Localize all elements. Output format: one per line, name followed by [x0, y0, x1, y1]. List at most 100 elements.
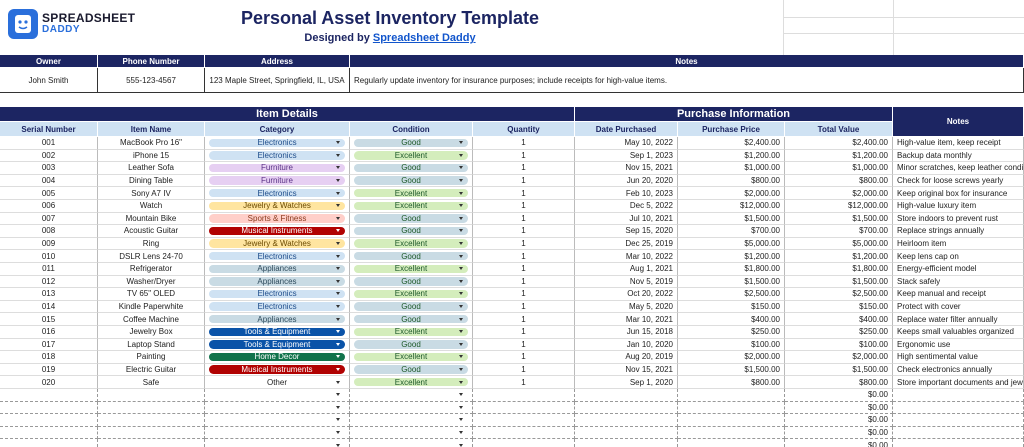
title: Personal Asset Inventory Template	[240, 8, 540, 28]
dropdown-chip[interactable]: Excellent	[354, 378, 468, 387]
dropdown-chip[interactable]: Excellent	[354, 189, 468, 198]
data-cell: $1,500.00	[678, 212, 785, 226]
dropdown-chip[interactable]: Other	[209, 378, 345, 387]
data-cell: Minor scratches, keep leather condit	[893, 162, 1024, 175]
data-cell: $1,500.00	[785, 212, 893, 226]
dropdown-chip[interactable]: Electronics	[209, 189, 345, 198]
dropdown-chip[interactable]	[354, 416, 468, 425]
column-header: Quantity	[473, 122, 575, 137]
data-cell: Replace water filter annually	[893, 313, 1024, 326]
dropdown-chip[interactable]	[209, 441, 345, 447]
dropdown-chip[interactable]: Good	[354, 176, 468, 185]
logo-icon	[8, 9, 38, 39]
empty-cell	[473, 439, 575, 447]
data-cell: Stack safely	[893, 275, 1024, 289]
dropdown-chip[interactable]: Appliances	[209, 277, 345, 286]
category-cell: Electronics	[205, 250, 350, 263]
dropdown-chip[interactable]: Musical Instruments	[209, 365, 345, 374]
empty-cell	[350, 401, 473, 415]
dropdown-chip[interactable]: Home Decor	[209, 352, 345, 361]
category-cell: Electronics	[205, 187, 350, 200]
data-cell: May 10, 2022	[575, 137, 678, 150]
data-cell: Check for loose screws yearly	[893, 174, 1024, 188]
data-cell: Protect with cover	[893, 300, 1024, 314]
dropdown-chip[interactable]: Furniture	[209, 163, 345, 172]
dropdown-chip[interactable]: Jewelry & Watches	[209, 201, 345, 210]
data-cell: Replace strings annually	[893, 225, 1024, 238]
dropdown-chip[interactable]: Excellent	[354, 289, 468, 298]
dropdown-chip[interactable]: Good	[354, 302, 468, 311]
dropdown-chip[interactable]: Good	[354, 163, 468, 172]
dropdown-chip[interactable]: Good	[354, 277, 468, 286]
owner-header: Notes	[350, 55, 1024, 68]
empty-cell	[473, 414, 575, 427]
data-cell: Coffee Machine	[98, 313, 205, 326]
data-cell: 015	[0, 313, 98, 326]
dropdown-chip[interactable]: Excellent	[354, 151, 468, 160]
data-cell: 012	[0, 275, 98, 289]
data-cell: $1,000.00	[678, 162, 785, 175]
dropdown-chip[interactable]: Good	[354, 315, 468, 324]
dropdown-chip[interactable]: Electronics	[209, 302, 345, 311]
category-cell: Jewelry & Watches	[205, 200, 350, 213]
data-cell: High sentimental value	[893, 351, 1024, 364]
data-cell: $700.00	[678, 225, 785, 238]
dropdown-chip[interactable]: Excellent	[354, 352, 468, 361]
dropdown-chip[interactable]: Good	[354, 226, 468, 235]
dropdown-chip[interactable]: Excellent	[354, 201, 468, 210]
data-cell: TV 65" OLED	[98, 288, 205, 301]
dropdown-chip[interactable]	[209, 428, 345, 437]
dropdown-chip[interactable]: Electronics	[209, 151, 345, 160]
dropdown-chip[interactable]: Appliances	[209, 315, 345, 324]
empty-cell	[893, 426, 1024, 440]
owner-value: Regularly update inventory for insurance…	[350, 68, 1024, 93]
dropdown-chip[interactable]: Musical Instruments	[209, 226, 345, 235]
dropdown-chip[interactable]	[209, 403, 345, 412]
dropdown-chip[interactable]: Electronics	[209, 252, 345, 261]
data-cell: Nov 15, 2021	[575, 162, 678, 175]
dropdown-chip[interactable]: Good	[354, 252, 468, 261]
data-cell: 017	[0, 338, 98, 352]
data-cell: $5,000.00	[678, 237, 785, 251]
data-cell: Keeps small valuables organized	[893, 326, 1024, 339]
category-cell: Appliances	[205, 313, 350, 326]
owner-value: John Smith	[0, 68, 98, 93]
condition-cell: Good	[350, 212, 473, 226]
column-header: Item Name	[98, 122, 205, 137]
dropdown-chip[interactable]: Electronics	[209, 289, 345, 298]
empty-cell	[205, 426, 350, 440]
dropdown-chip[interactable]	[354, 441, 468, 447]
condition-cell: Good	[350, 174, 473, 188]
dropdown-chip[interactable]	[354, 391, 468, 400]
gridline	[783, 0, 784, 55]
dropdown-chip[interactable]: Excellent	[354, 264, 468, 273]
dropdown-chip[interactable]: Tools & Equipment	[209, 340, 345, 349]
empty-cell	[98, 401, 205, 415]
subtitle-link[interactable]: Spreadsheet Daddy	[372, 32, 476, 44]
dropdown-chip[interactable]: Sports & Fitness	[209, 214, 345, 223]
condition-cell: Excellent	[350, 149, 473, 163]
dropdown-chip[interactable]: Appliances	[209, 264, 345, 273]
dropdown-chip[interactable]	[209, 391, 345, 400]
data-cell: Store important documents and jewe	[893, 376, 1024, 389]
data-cell: $1,500.00	[785, 275, 893, 289]
dropdown-chip[interactable]: Excellent	[354, 239, 468, 248]
dropdown-chip[interactable]: Excellent	[354, 327, 468, 336]
dropdown-chip[interactable]: Electronics	[209, 138, 345, 147]
data-cell: Mar 10, 2021	[575, 313, 678, 326]
data-cell: 018	[0, 351, 98, 364]
dropdown-chip[interactable]: Good	[354, 214, 468, 223]
dropdown-chip[interactable]: Good	[354, 365, 468, 374]
dropdown-chip[interactable]: Good	[354, 340, 468, 349]
dropdown-chip[interactable]: Good	[354, 138, 468, 147]
empty-cell	[893, 389, 1024, 402]
dropdown-chip[interactable]	[209, 416, 345, 425]
dropdown-chip[interactable]	[354, 403, 468, 412]
dropdown-chip[interactable]: Tools & Equipment	[209, 327, 345, 336]
condition-cell: Good	[350, 250, 473, 263]
data-cell: $12,000.00	[678, 200, 785, 213]
dropdown-chip[interactable]: Furniture	[209, 176, 345, 185]
data-cell: Check electronics annually	[893, 363, 1024, 377]
dropdown-chip[interactable]	[354, 428, 468, 437]
dropdown-chip[interactable]: Jewelry & Watches	[209, 239, 345, 248]
